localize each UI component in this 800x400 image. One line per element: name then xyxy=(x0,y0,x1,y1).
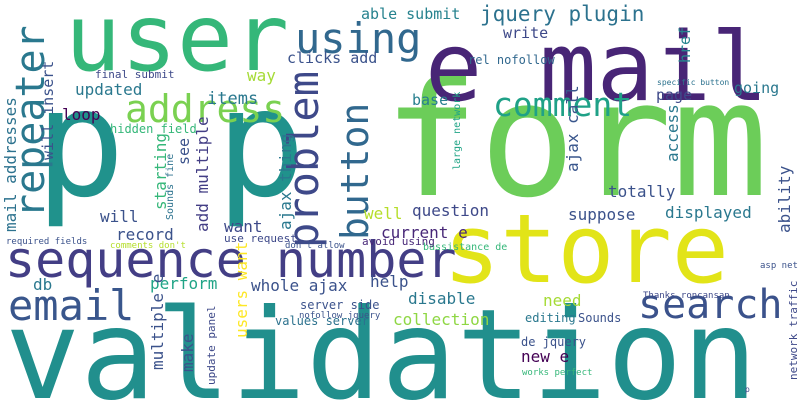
word-using: using xyxy=(295,14,421,63)
word-clicks-add: clicks add xyxy=(287,49,377,67)
word-sounds: Sounds xyxy=(578,311,621,325)
word-required-fields: required fields xyxy=(6,237,87,247)
word-address: address xyxy=(125,87,285,131)
word-current-e: current e xyxy=(381,223,468,242)
word-avoid-using: avoid using xyxy=(362,235,435,248)
word-see: see xyxy=(175,138,193,165)
word-record: record xyxy=(116,225,174,244)
word-rel-nofollow: rel nofollow xyxy=(468,53,555,67)
word-large-network: large network xyxy=(452,92,463,170)
word-bassistance-de: bassistance de xyxy=(423,242,507,253)
word-asp-net: asp net xyxy=(760,261,798,271)
word-ajax-thing: ajax thing xyxy=(276,134,295,230)
word-href: href xyxy=(676,27,694,63)
word-email: email xyxy=(8,281,134,330)
word-works-perfect: works perfect xyxy=(522,368,592,378)
word-loop: loop xyxy=(62,105,101,124)
word-mail-addresses: mail addresses xyxy=(1,97,20,232)
word-sounds-fine: Sounds fine xyxy=(165,154,176,220)
word-nofollow-jquery: nofollow jquery xyxy=(299,311,381,321)
word-values-server: values server xyxy=(275,314,369,328)
word-users-want: users want xyxy=(232,242,251,338)
word-de-jquery: de jquery xyxy=(521,335,586,349)
word-final-submit: final submit xyxy=(95,68,174,81)
word-going: going xyxy=(734,79,779,97)
word-disable: disable xyxy=(408,289,475,308)
word-starting: starting xyxy=(151,133,170,210)
word-editing: editing xyxy=(525,311,576,325)
word-search: search xyxy=(638,282,783,328)
word-comments-don-t: comments don't xyxy=(110,241,186,251)
word-thanks-roncansan: Thanks roncansan xyxy=(643,291,730,301)
word-items: items xyxy=(207,89,258,109)
word-make: make xyxy=(178,333,197,372)
word-question: question xyxy=(412,201,489,220)
word-validation: validation xyxy=(5,283,758,400)
word-store: store xyxy=(443,195,729,305)
word-want: want xyxy=(224,217,263,236)
word-page: page xyxy=(656,86,692,104)
word-sequence-number: sequence number xyxy=(5,231,457,289)
word-server-side: server side xyxy=(300,298,379,312)
word-p: p xyxy=(745,385,750,394)
word-displayed: displayed xyxy=(665,203,752,222)
word-updated: updated xyxy=(75,80,142,99)
word-jquery-plugin: jquery plugin xyxy=(480,2,644,26)
word-don-t-allow: don't allow xyxy=(285,241,345,251)
word-base: base xyxy=(412,91,448,109)
word-update-panel: update panel xyxy=(205,306,218,385)
word-specific-button: specific button xyxy=(657,78,729,87)
word-network-traffic: network traffic xyxy=(787,281,800,380)
word-totally: totally xyxy=(608,182,676,201)
word-db: db xyxy=(33,275,52,294)
word-collection: collection xyxy=(393,310,489,329)
word-form: form xyxy=(383,46,768,233)
word-well: well xyxy=(364,204,403,223)
word-ability: ability xyxy=(775,165,794,233)
word-help: help xyxy=(370,272,409,291)
word-use-request: use request xyxy=(224,232,297,245)
word-perform: perform xyxy=(150,274,217,293)
word-ajax-call: ajax call xyxy=(563,85,582,172)
word-problem: problem xyxy=(279,71,328,248)
word-comment: comment xyxy=(493,85,632,124)
word-multiple-e: multiple e xyxy=(148,274,167,370)
word-whole-ajax: whole ajax xyxy=(251,276,348,295)
word-e-mail: e mail xyxy=(425,13,768,123)
word-need: need xyxy=(543,291,582,310)
word-p-p: p p xyxy=(35,57,306,231)
word-suppose: suppose xyxy=(568,205,635,224)
word-button: button xyxy=(333,103,377,240)
word-access: access xyxy=(663,104,682,162)
word-new-e: new e xyxy=(521,347,569,366)
word-repeater: repeater xyxy=(8,25,54,218)
word-way: way xyxy=(247,66,276,85)
word-user: user xyxy=(65,0,289,92)
word-will: will xyxy=(100,207,139,226)
word-write: write xyxy=(503,24,548,42)
word-add-multiple: add multiple xyxy=(193,116,212,232)
word-able-submit: able submit xyxy=(361,5,460,23)
word-hidden-field: hidden field xyxy=(110,122,197,136)
word-will-insert: will insert xyxy=(39,61,57,160)
